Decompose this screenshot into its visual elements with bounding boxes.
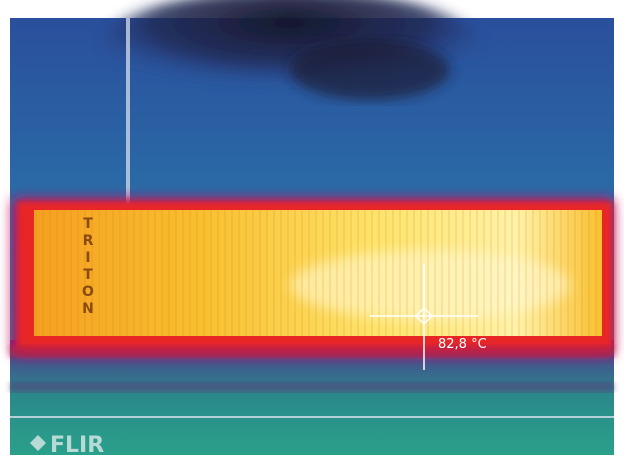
- logo-text: FLIR: [50, 433, 104, 458]
- pole: [126, 18, 130, 208]
- temperature: 82,8 °C: [438, 337, 487, 352]
- road-line: [10, 416, 614, 418]
- ground-shadow: [10, 382, 614, 392]
- cloud: [290, 40, 450, 100]
- thermal-image: TRITON 82,8 °C FLIR: [0, 0, 624, 465]
- container-ribs: [34, 210, 602, 336]
- page: TRITON 82,8 °C FLIR (() => { const data …: [0, 0, 624, 465]
- container-text: TRITON: [80, 216, 96, 318]
- container-base: [10, 345, 614, 357]
